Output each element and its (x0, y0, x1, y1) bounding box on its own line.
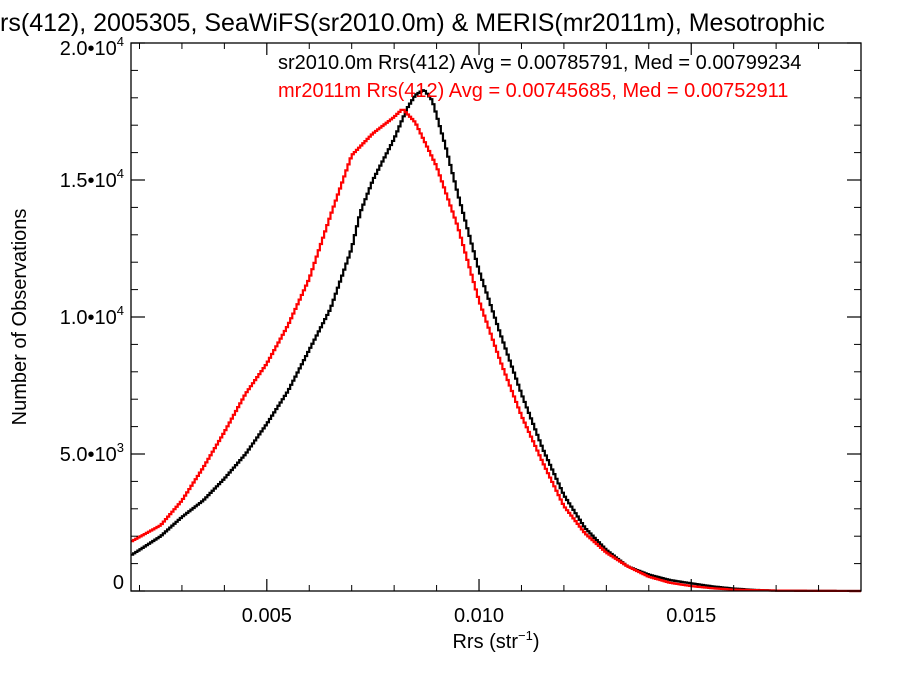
x-axis-label: Rrs (str−1) (452, 628, 539, 653)
y-axis-label: Number of Observations (9, 209, 31, 426)
x-axis: 0.005 0.010 0.015 (138, 43, 820, 627)
y-tick-label: 0 (113, 572, 124, 594)
legend-entry-mr2011m: mr2011m Rrs(412) Avg = 0.00745685, Med =… (278, 80, 788, 102)
y-tick-label: 5.0•103 (60, 440, 124, 466)
x-tick-label: 0.005 (242, 605, 292, 627)
x-tick-label: 0.015 (666, 605, 716, 627)
legend-entry-sr2010: sr2010.0m Rrs(412) Avg = 0.00785791, Med… (278, 52, 801, 74)
y-axis: 0 5.0•103 1.0•104 1.5•104 2.0•104 (60, 34, 861, 594)
x-tick-label: 0.010 (454, 605, 504, 627)
y-tick-label: 1.0•104 (60, 303, 124, 329)
y-tick-label: 2.0•104 (60, 34, 124, 60)
y-tick-label: 1.5•104 (60, 166, 124, 192)
chart-title: Rrs(412), 2005305, SeaWiFS(sr2010.0m) & … (0, 9, 825, 37)
